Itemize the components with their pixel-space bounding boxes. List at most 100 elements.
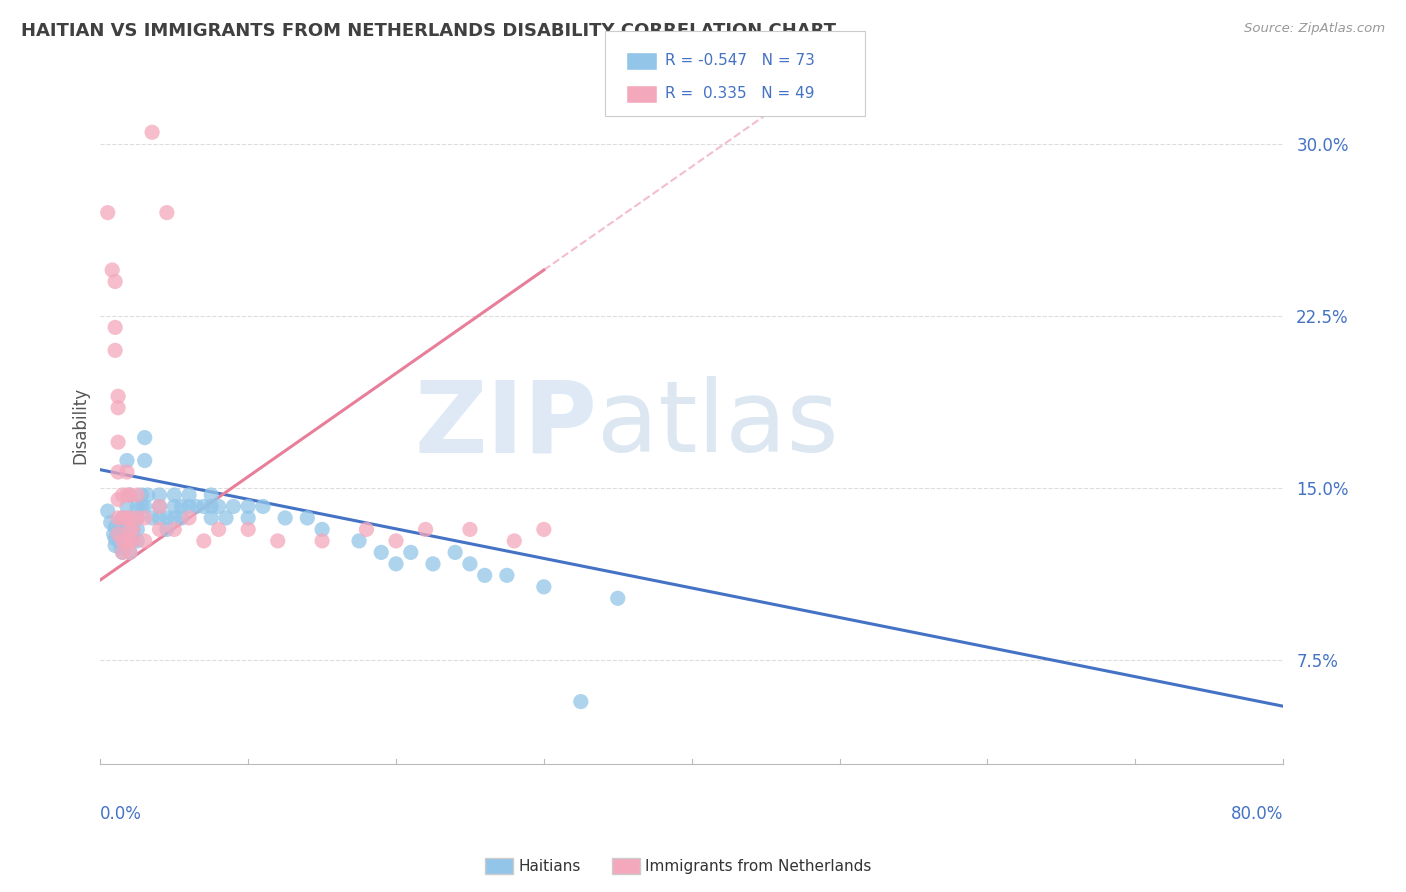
Point	[118, 511, 141, 525]
Point	[131, 500, 153, 514]
Point	[370, 545, 392, 559]
Point	[115, 533, 138, 548]
Point	[101, 263, 124, 277]
Point	[385, 533, 408, 548]
Text: Immigrants from Netherlands: Immigrants from Netherlands	[645, 859, 872, 873]
Point	[200, 500, 222, 514]
Y-axis label: Disability: Disability	[72, 386, 89, 464]
Point	[134, 511, 156, 525]
Point	[215, 511, 238, 525]
Point	[569, 695, 592, 709]
Point	[115, 465, 138, 479]
Text: Haitians: Haitians	[519, 859, 581, 873]
Point	[111, 511, 134, 525]
Point	[107, 511, 129, 525]
Point	[193, 500, 215, 514]
Point	[148, 511, 170, 525]
Point	[122, 523, 145, 537]
Text: atlas: atlas	[598, 376, 839, 474]
Point	[267, 533, 290, 548]
Point	[111, 488, 134, 502]
Text: Source: ZipAtlas.com: Source: ZipAtlas.com	[1244, 22, 1385, 36]
Point	[148, 500, 170, 514]
Point	[107, 527, 129, 541]
Point	[156, 205, 179, 219]
Point	[148, 523, 170, 537]
Point	[104, 275, 127, 289]
Point	[200, 488, 222, 502]
Point	[122, 523, 145, 537]
Point	[134, 533, 156, 548]
Point	[115, 488, 138, 502]
Point	[118, 533, 141, 548]
Point	[503, 533, 526, 548]
Point	[274, 511, 297, 525]
Point	[104, 532, 127, 546]
Point	[118, 523, 141, 537]
Point	[107, 435, 129, 450]
Point	[103, 527, 125, 541]
Point	[347, 533, 370, 548]
Point	[163, 511, 186, 525]
Text: R =  0.335   N = 49: R = 0.335 N = 49	[665, 87, 814, 101]
Point	[127, 488, 149, 502]
Point	[104, 343, 127, 358]
Point	[134, 500, 156, 514]
Point	[115, 511, 138, 525]
Point	[118, 511, 141, 525]
Point	[163, 500, 186, 514]
Point	[107, 389, 129, 403]
Point	[385, 557, 408, 571]
Point	[111, 545, 134, 559]
Point	[134, 431, 156, 445]
Point	[156, 523, 179, 537]
Point	[104, 320, 127, 334]
Point	[108, 533, 131, 548]
Point	[458, 557, 481, 571]
Point	[170, 511, 193, 525]
Point	[110, 541, 132, 555]
Point	[474, 568, 496, 582]
Point	[127, 523, 149, 537]
Point	[111, 533, 134, 548]
Point	[177, 511, 200, 525]
Point	[422, 557, 444, 571]
Point	[177, 500, 200, 514]
Point	[297, 511, 319, 525]
Point	[238, 500, 260, 514]
Point	[252, 500, 274, 514]
Point	[238, 523, 260, 537]
Point	[115, 523, 138, 537]
Point	[122, 533, 145, 548]
Point	[458, 523, 481, 537]
Point	[444, 545, 467, 559]
Point	[238, 511, 260, 525]
Point	[131, 488, 153, 502]
Point	[141, 125, 163, 139]
Point	[533, 523, 555, 537]
Point	[118, 523, 141, 537]
Point	[107, 527, 129, 541]
Point	[606, 591, 628, 606]
Point	[177, 488, 200, 502]
Point	[415, 523, 437, 537]
Point	[148, 500, 170, 514]
Point	[156, 511, 179, 525]
Point	[111, 511, 134, 525]
Point	[127, 533, 149, 548]
Point	[222, 500, 245, 514]
Point	[311, 523, 333, 537]
Point	[127, 511, 149, 525]
Point	[115, 453, 138, 467]
Text: ZIP: ZIP	[415, 376, 598, 474]
Point	[127, 500, 149, 514]
Point	[533, 580, 555, 594]
Point	[148, 488, 170, 502]
Text: HAITIAN VS IMMIGRANTS FROM NETHERLANDS DISABILITY CORRELATION CHART: HAITIAN VS IMMIGRANTS FROM NETHERLANDS D…	[21, 22, 837, 40]
Point	[111, 523, 134, 537]
Point	[97, 205, 120, 219]
Text: 80.0%: 80.0%	[1230, 805, 1284, 823]
Point	[207, 523, 229, 537]
Point	[118, 533, 141, 548]
Point	[100, 516, 122, 530]
